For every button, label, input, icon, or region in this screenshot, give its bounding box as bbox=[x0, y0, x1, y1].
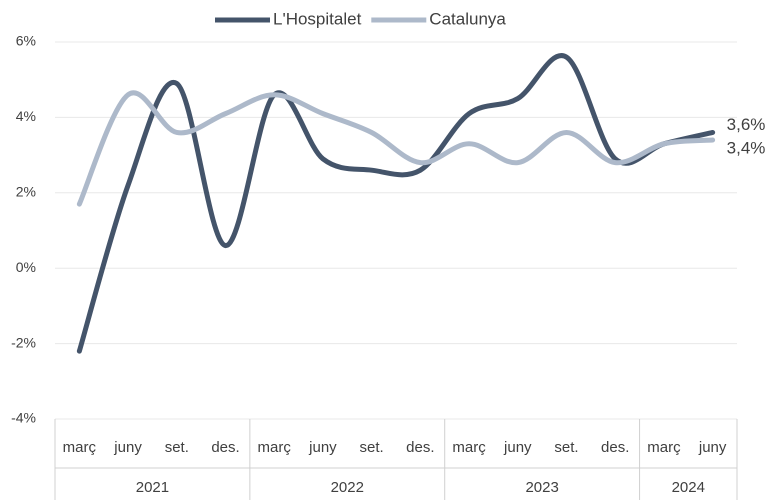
x-tick-label: juny bbox=[308, 439, 337, 456]
x-tick-label: set. bbox=[360, 439, 384, 456]
x-tick-label: set. bbox=[165, 439, 189, 456]
data-label: 3,4% bbox=[727, 139, 766, 158]
x-group-label: 2022 bbox=[331, 479, 364, 496]
x-tick-label: juny bbox=[503, 439, 532, 456]
y-tick-label: 4% bbox=[16, 108, 36, 124]
x-tick-label: març bbox=[452, 439, 486, 456]
x-tick-label: set. bbox=[554, 439, 578, 456]
data-label: 3,6% bbox=[727, 115, 766, 134]
x-tick-label: juny bbox=[113, 439, 142, 456]
y-tick-label: 2% bbox=[16, 184, 36, 200]
x-tick-label: des. bbox=[601, 439, 629, 456]
y-tick-label: 0% bbox=[16, 259, 36, 275]
x-tick-label: juny bbox=[698, 439, 727, 456]
x-tick-label: març bbox=[63, 439, 97, 456]
y-tick-label: 6% bbox=[16, 33, 36, 49]
y-tick-label: -2% bbox=[11, 334, 36, 350]
x-tick-label: des. bbox=[406, 439, 434, 456]
legend-label: L'Hospitalet bbox=[273, 9, 362, 28]
line bbox=[76, 90, 716, 207]
x-tick-label: març bbox=[258, 439, 292, 456]
x-tick-label: març bbox=[647, 439, 681, 456]
x-group-label: 2023 bbox=[525, 479, 558, 496]
x-group-label: 2024 bbox=[672, 479, 705, 496]
legend-label: Catalunya bbox=[429, 9, 506, 28]
line bbox=[76, 53, 716, 354]
x-group-label: 2021 bbox=[136, 479, 169, 496]
y-tick-label: -4% bbox=[11, 410, 36, 426]
x-tick-label: des. bbox=[211, 439, 239, 456]
